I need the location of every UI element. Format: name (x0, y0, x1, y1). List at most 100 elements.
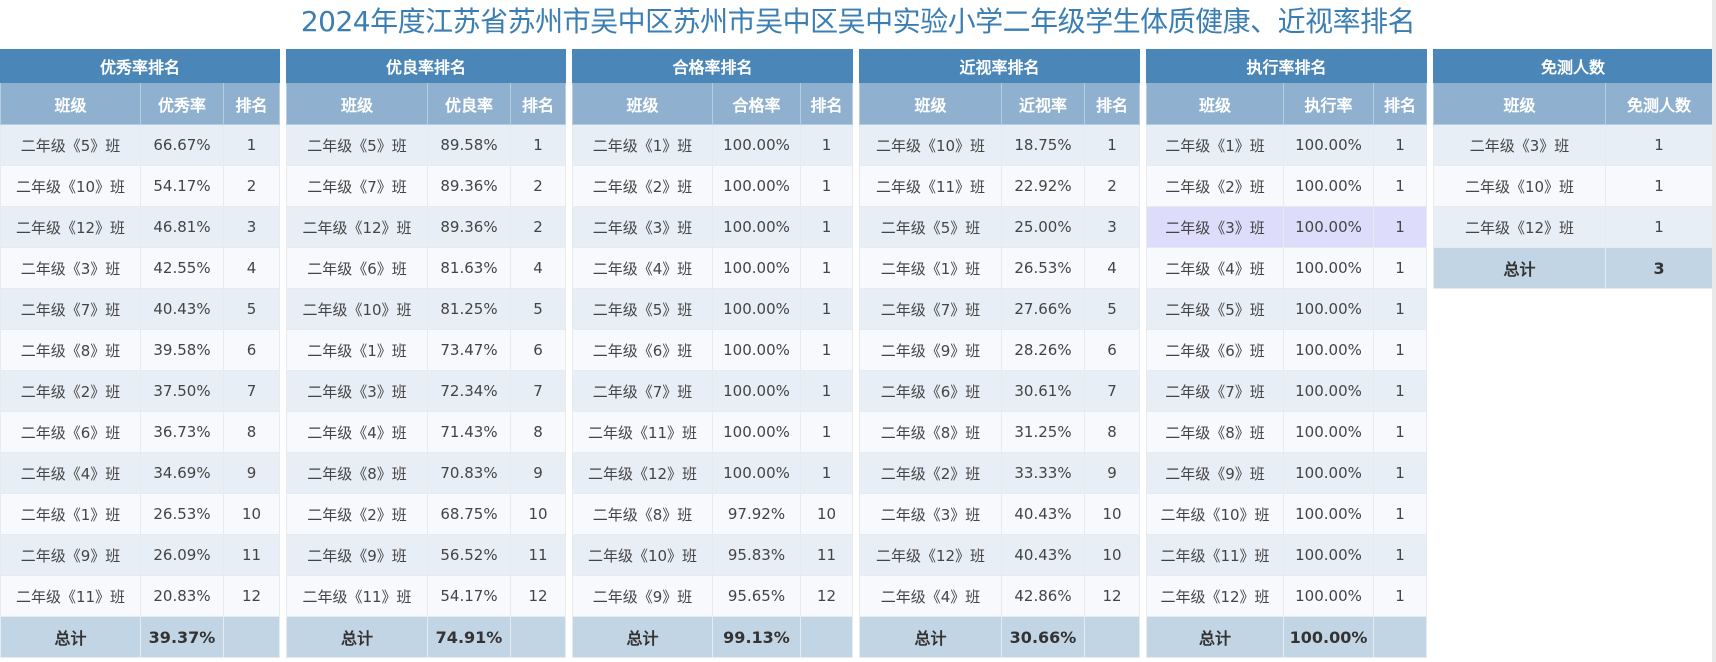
table-cell: 28.26% (1001, 329, 1085, 371)
table-row[interactable]: 二年级《4》班 34.69% 9 (0, 452, 281, 494)
table-row[interactable]: 二年级《10》班 1 (1433, 165, 1714, 207)
table-row[interactable]: 二年级《4》班 100.00% 1 (572, 247, 854, 289)
table-row[interactable]: 二年级《3》班 100.00% 1 (572, 206, 854, 248)
column-header[interactable]: 班级 (0, 82, 141, 125)
table-cell: 二年级《9》班 (1146, 452, 1284, 494)
table-row[interactable]: 二年级《5》班 25.00% 3 (859, 206, 1141, 248)
table-row[interactable]: 二年级《2》班 100.00% 1 (1146, 165, 1428, 207)
table-row[interactable]: 二年级《11》班 54.17% 12 (286, 575, 567, 617)
table-row[interactable]: 二年级《1》班 26.53% 10 (0, 493, 281, 535)
table-row[interactable]: 二年级《1》班 26.53% 4 (859, 247, 1141, 289)
table-row[interactable]: 二年级《6》班 36.73% 8 (0, 411, 281, 453)
table-row[interactable]: 二年级《3》班 100.00% 1 (1146, 206, 1428, 248)
table-row[interactable]: 二年级《1》班 100.00% 1 (572, 124, 854, 166)
table-cell: 33.33% (1001, 452, 1085, 494)
table-row[interactable]: 二年级《3》班 42.55% 4 (0, 247, 281, 289)
table-row[interactable]: 二年级《12》班 100.00% 1 (572, 452, 854, 494)
column-header[interactable]: 排名 (222, 82, 281, 125)
table-row[interactable]: 二年级《3》班 1 (1433, 124, 1714, 166)
table-cell: 100.00% (712, 206, 801, 248)
table-row[interactable]: 二年级《10》班 81.25% 5 (286, 288, 567, 330)
table-row[interactable]: 二年级《2》班 33.33% 9 (859, 452, 1141, 494)
vertical-scrollbar[interactable] (1712, 0, 1716, 662)
table-row[interactable]: 二年级《7》班 27.66% 5 (859, 288, 1141, 330)
table-row[interactable]: 二年级《10》班 95.83% 11 (572, 534, 854, 576)
table-row[interactable]: 二年级《8》班 97.92% 10 (572, 493, 854, 535)
table-row[interactable]: 二年级《4》班 71.43% 8 (286, 411, 567, 453)
table-cell: 54.17% (427, 575, 511, 617)
column-header[interactable]: 班级 (1433, 82, 1606, 125)
column-header[interactable]: 班级 (572, 82, 713, 125)
table-row[interactable]: 二年级《9》班 28.26% 6 (859, 329, 1141, 371)
table-row[interactable]: 二年级《6》班 30.61% 7 (859, 370, 1141, 412)
table-row[interactable]: 二年级《12》班 89.36% 2 (286, 206, 567, 248)
table-row[interactable]: 二年级《3》班 40.43% 10 (859, 493, 1141, 535)
table-row[interactable]: 二年级《7》班 100.00% 1 (572, 370, 854, 412)
table-cell: 二年级《10》班 (859, 124, 1002, 166)
column-header[interactable]: 优良率 (427, 82, 511, 125)
table-row[interactable]: 二年级《12》班 40.43% 10 (859, 534, 1141, 576)
column-header[interactable]: 合格率 (712, 82, 801, 125)
table-cell: 40.43% (140, 288, 224, 330)
column-header[interactable]: 班级 (859, 82, 1002, 125)
table-row[interactable]: 二年级《8》班 70.83% 9 (286, 452, 567, 494)
table-row[interactable]: 二年级《10》班 100.00% 1 (1146, 493, 1428, 535)
table-row[interactable]: 二年级《6》班 100.00% 1 (572, 329, 854, 371)
table-row[interactable]: 二年级《6》班 81.63% 4 (286, 247, 567, 289)
table-row[interactable]: 二年级《4》班 100.00% 1 (1146, 247, 1428, 289)
total-cell (1083, 616, 1141, 658)
table-row[interactable]: 二年级《5》班 66.67% 1 (0, 124, 281, 166)
column-header[interactable]: 班级 (1146, 82, 1284, 125)
table-row[interactable]: 二年级《10》班 18.75% 1 (859, 124, 1141, 166)
table-row[interactable]: 二年级《9》班 95.65% 12 (572, 575, 854, 617)
table-row[interactable]: 二年级《7》班 40.43% 5 (0, 288, 281, 330)
table-row[interactable]: 二年级《8》班 100.00% 1 (1146, 411, 1428, 453)
table-row[interactable]: 二年级《11》班 20.83% 12 (0, 575, 281, 617)
table-cell: 100.00% (712, 247, 801, 289)
table-row[interactable]: 二年级《7》班 100.00% 1 (1146, 370, 1428, 412)
table-row[interactable]: 二年级《9》班 100.00% 1 (1146, 452, 1428, 494)
table-row[interactable]: 二年级《1》班 73.47% 6 (286, 329, 567, 371)
table-row[interactable]: 二年级《2》班 100.00% 1 (572, 165, 854, 207)
table-row[interactable]: 二年级《1》班 100.00% 1 (1146, 124, 1428, 166)
table-row[interactable]: 二年级《10》班 54.17% 2 (0, 165, 281, 207)
column-header[interactable]: 近视率 (1001, 82, 1085, 125)
table-row[interactable]: 二年级《9》班 56.52% 11 (286, 534, 567, 576)
table-cell: 5 (1083, 288, 1141, 330)
column-header[interactable]: 执行率 (1283, 82, 1374, 125)
table-row[interactable]: 二年级《12》班 1 (1433, 206, 1714, 248)
table-row[interactable]: 二年级《11》班 22.92% 2 (859, 165, 1141, 207)
table-cell: 二年级《10》班 (286, 288, 428, 330)
column-header[interactable]: 班级 (286, 82, 428, 125)
table-cell: 1 (1372, 165, 1428, 207)
column-header[interactable]: 优秀率 (140, 82, 224, 125)
table-row[interactable]: 二年级《11》班 100.00% 1 (1146, 534, 1428, 576)
table-row[interactable]: 二年级《11》班 100.00% 1 (572, 411, 854, 453)
table-row[interactable]: 二年级《5》班 89.58% 1 (286, 124, 567, 166)
table-row[interactable]: 二年级《12》班 100.00% 1 (1146, 575, 1428, 617)
table-row[interactable]: 二年级《8》班 31.25% 8 (859, 411, 1141, 453)
total-cell: 总计 (1146, 616, 1284, 658)
column-header[interactable]: 排名 (509, 82, 567, 125)
table-row[interactable]: 二年级《9》班 26.09% 11 (0, 534, 281, 576)
table-row[interactable]: 二年级《4》班 42.86% 12 (859, 575, 1141, 617)
table-row[interactable]: 二年级《6》班 100.00% 1 (1146, 329, 1428, 371)
table-row[interactable]: 二年级《5》班 100.00% 1 (1146, 288, 1428, 330)
column-header[interactable]: 排名 (1083, 82, 1141, 125)
table-row[interactable]: 二年级《8》班 39.58% 6 (0, 329, 281, 371)
table-row[interactable]: 二年级《3》班 72.34% 7 (286, 370, 567, 412)
table-cell: 1 (1372, 329, 1428, 371)
column-header[interactable]: 排名 (799, 82, 854, 125)
table-cell: 1 (222, 124, 281, 166)
column-header[interactable]: 排名 (1372, 82, 1428, 125)
table-row[interactable]: 二年级《7》班 89.36% 2 (286, 165, 567, 207)
table-row[interactable]: 二年级《2》班 37.50% 7 (0, 370, 281, 412)
table-cell: 1 (1372, 247, 1428, 289)
table-row[interactable]: 二年级《5》班 100.00% 1 (572, 288, 854, 330)
table-row[interactable]: 二年级《12》班 46.81% 3 (0, 206, 281, 248)
table-cell: 二年级《2》班 (859, 452, 1002, 494)
table-cell: 89.36% (427, 165, 511, 207)
table-cell: 二年级《4》班 (286, 411, 428, 453)
column-header[interactable]: 免测人数 (1604, 82, 1714, 125)
table-row[interactable]: 二年级《2》班 68.75% 10 (286, 493, 567, 535)
